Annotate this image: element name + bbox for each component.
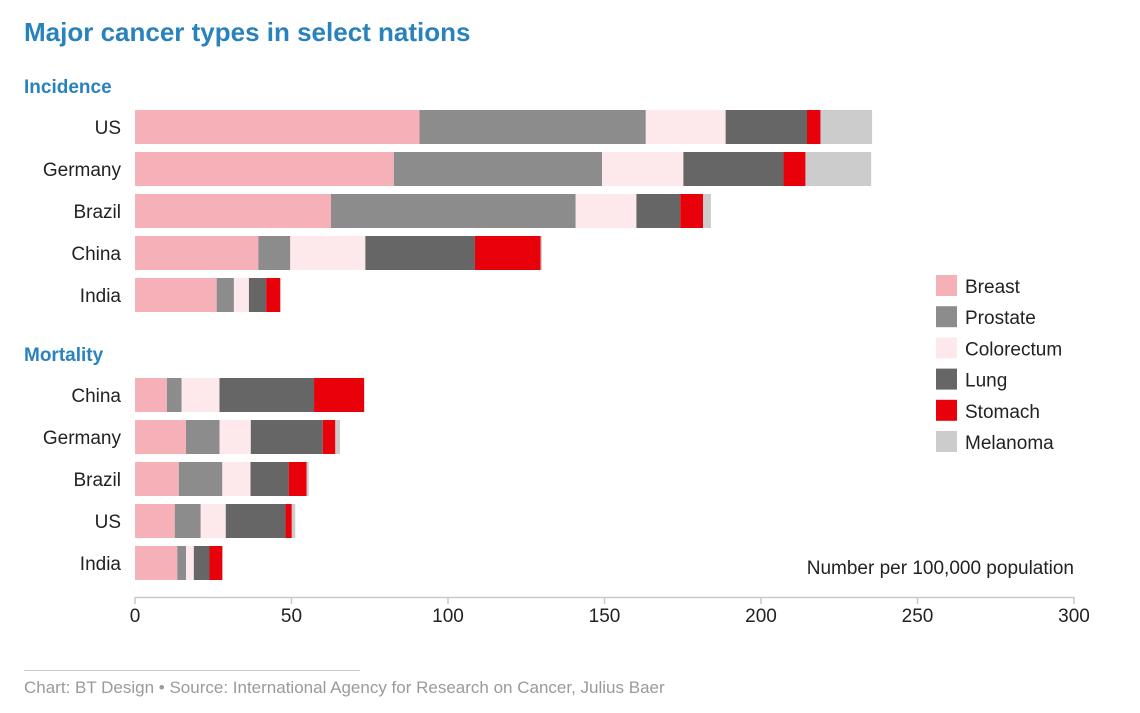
- row-label-mortality-india: India: [80, 554, 122, 575]
- bar-mortality-germany-lung: [250, 420, 323, 454]
- legend-swatch-prostate: [936, 306, 957, 328]
- bar-incidence-india-melanoma: [280, 278, 282, 312]
- bar-mortality-brazil-lung: [250, 462, 289, 496]
- legend-swatch-lung: [936, 368, 957, 390]
- legend-swatch-breast: [936, 275, 957, 296]
- legend-label-colorectum: Colorectum: [965, 339, 1062, 360]
- bar-incidence-india-breast: [135, 278, 217, 312]
- bar-mortality-brazil-stomach: [288, 462, 307, 496]
- bar-incidence-china-stomach: [474, 236, 541, 270]
- bar-incidence-germany-lung: [683, 152, 784, 186]
- bar-mortality-china-prostate: [166, 378, 182, 412]
- bar-incidence-india-lung: [248, 278, 267, 312]
- x-tick-label-150: 150: [589, 606, 621, 627]
- bar-mortality-brazil-breast: [135, 462, 179, 496]
- bar-incidence-china-melanoma: [540, 236, 542, 270]
- bar-mortality-us-melanoma: [291, 504, 296, 538]
- bar-incidence-us-melanoma: [820, 110, 873, 144]
- bar-mortality-us-lung: [225, 504, 286, 538]
- bar-mortality-china-lung: [219, 378, 315, 412]
- x-axis-label: Number per 100,000 population: [807, 558, 1074, 579]
- row-label-mortality-brazil: Brazil: [73, 470, 121, 491]
- bar-incidence-brazil-colorectum: [575, 194, 637, 228]
- row-label-incidence-us: US: [95, 118, 121, 139]
- bar-incidence-germany-prostate: [393, 152, 602, 186]
- legend-label-lung: Lung: [965, 371, 1007, 392]
- bar-mortality-india-melanoma: [222, 546, 223, 580]
- bar-incidence-brazil-breast: [135, 194, 331, 228]
- legend-swatch-melanoma: [936, 431, 957, 452]
- bar-incidence-india-colorectum: [233, 278, 249, 312]
- bar-mortality-us-colorectum: [200, 504, 226, 538]
- bar-incidence-us-colorectum: [645, 110, 726, 144]
- bar-mortality-brazil-prostate: [178, 462, 223, 496]
- bar-mortality-india-breast: [135, 546, 178, 580]
- bar-incidence-china-lung: [365, 236, 475, 270]
- bar-mortality-us-breast: [135, 504, 175, 538]
- bar-mortality-germany-prostate: [186, 420, 220, 454]
- bar-incidence-brazil-stomach: [680, 194, 704, 228]
- row-label-incidence-germany: Germany: [43, 160, 122, 181]
- legend-label-breast: Breast: [965, 277, 1021, 298]
- legend: Breast Prostate Colorectum Lung Stomach Melan…: [936, 275, 1062, 454]
- bar-incidence-china-colorectum: [290, 236, 366, 270]
- legend-label-stomach: Stomach: [965, 402, 1040, 423]
- bar-incidence-us-stomach: [807, 110, 821, 144]
- bar-incidence-china-breast: [135, 236, 259, 270]
- x-tick-label-0: 0: [130, 606, 141, 627]
- bar-incidence-germany-breast: [135, 152, 394, 186]
- bar-mortality-india-prostate: [177, 546, 187, 580]
- panel-label-mortality: Mortality: [24, 345, 104, 366]
- bar-incidence-germany-colorectum: [602, 152, 684, 186]
- bar-mortality-india-lung: [193, 546, 210, 580]
- row-label-incidence-china: China: [71, 244, 121, 265]
- bar-mortality-us-stomach: [285, 504, 292, 538]
- bar-mortality-germany-melanoma: [335, 420, 341, 454]
- x-tick-label-100: 100: [432, 606, 464, 627]
- bar-mortality-china-colorectum: [181, 378, 220, 412]
- legend-swatch-stomach: [936, 399, 957, 421]
- bar-incidence-us-breast: [135, 110, 420, 144]
- bar-incidence-germany-stomach: [783, 152, 806, 186]
- row-label-mortality-us: US: [95, 512, 121, 533]
- legend-label-melanoma: Melanoma: [965, 433, 1054, 454]
- bar-mortality-germany-stomach: [322, 420, 336, 454]
- bar-mortality-brazil-colorectum: [222, 462, 251, 496]
- row-label-mortality-germany: Germany: [43, 428, 122, 449]
- bar-incidence-us-lung: [725, 110, 808, 144]
- bar-incidence-germany-melanoma: [805, 152, 872, 186]
- bar-mortality-china-breast: [135, 378, 167, 412]
- bar-mortality-brazil-melanoma: [306, 462, 309, 496]
- chart-title: Major cancer types in select nations: [24, 17, 471, 47]
- legend-label-prostate: Prostate: [965, 308, 1036, 329]
- bar-mortality-germany-colorectum: [219, 420, 251, 454]
- bar-incidence-brazil-prostate: [330, 194, 576, 228]
- bar-mortality-india-stomach: [209, 546, 223, 580]
- bar-incidence-india-stomach: [266, 278, 281, 312]
- bar-incidence-brazil-lung: [636, 194, 681, 228]
- bar-incidence-brazil-melanoma: [703, 194, 711, 228]
- bar-incidence-india-prostate: [216, 278, 234, 312]
- x-tick-label-250: 250: [902, 606, 934, 627]
- bar-area: US Germany Brazil China India China Germany Bra…: [43, 110, 873, 580]
- x-tick-label-300: 300: [1058, 606, 1090, 627]
- bar-incidence-china-prostate: [258, 236, 291, 270]
- bar-mortality-china-stomach: [314, 378, 365, 412]
- row-label-mortality-china: China: [71, 386, 121, 407]
- bar-mortality-china-melanoma: [364, 378, 365, 412]
- bar-incidence-us-prostate: [419, 110, 646, 144]
- bar-mortality-germany-breast: [135, 420, 187, 454]
- x-tick-label-50: 50: [281, 606, 302, 627]
- row-label-incidence-brazil: Brazil: [73, 202, 121, 223]
- row-label-incidence-india: India: [80, 286, 122, 307]
- bar-mortality-india-colorectum: [186, 546, 194, 580]
- legend-swatch-colorectum: [936, 337, 957, 359]
- x-tick-label-200: 200: [745, 606, 777, 627]
- bar-mortality-us-prostate: [174, 504, 201, 538]
- footer-source: Chart: BT Design • Source: International…: [24, 678, 665, 697]
- panel-label-incidence: Incidence: [24, 77, 112, 98]
- x-axis-ticks: 0 50 100 150 200 250 300: [130, 597, 1090, 627]
